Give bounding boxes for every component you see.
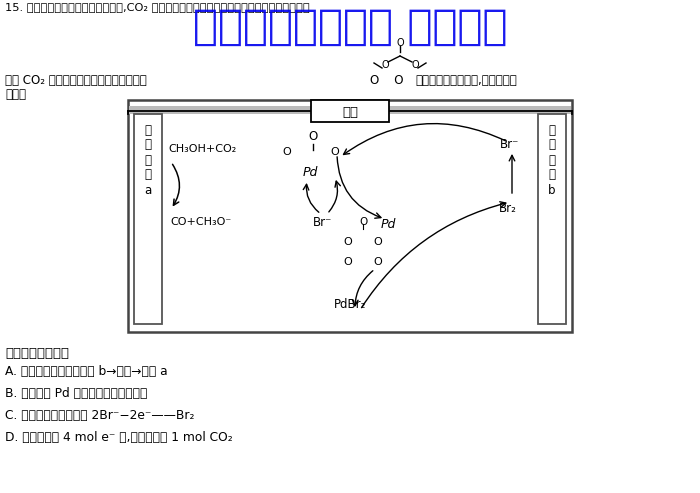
Text: O    O: O O — [370, 74, 403, 87]
Text: C. 阳极上的电极反应为 2Br⁻−2e⁻——Br₂: C. 阳极上的电极反应为 2Br⁻−2e⁻——Br₂ — [5, 409, 195, 422]
Text: O: O — [374, 237, 382, 247]
Text: Pd: Pd — [302, 166, 318, 178]
Text: O: O — [344, 237, 352, 247]
Text: D. 电路中转移 4 mol e⁻ 时,理论上消耗 1 mol CO₂: D. 电路中转移 4 mol e⁻ 时,理论上消耗 1 mol CO₂ — [5, 431, 232, 444]
Text: A. 工作时电子流向：电极 b→电源→电极 a: A. 工作时电子流向：电极 b→电源→电极 a — [5, 365, 167, 378]
Bar — [129, 106, 571, 114]
Text: O: O — [359, 217, 367, 227]
Text: 微信公众号关注： 趣找答案: 微信公众号关注： 趣找答案 — [193, 6, 508, 48]
Bar — [128, 100, 572, 332]
Text: 电源: 电源 — [342, 106, 358, 118]
Text: 极: 极 — [549, 169, 556, 181]
Text: Br₂: Br₂ — [499, 203, 517, 215]
Text: O: O — [309, 131, 318, 143]
Text: 所示。: 所示。 — [5, 88, 26, 101]
Text: CH₃OH+CO₂: CH₃OH+CO₂ — [168, 144, 237, 154]
Text: b: b — [548, 183, 556, 197]
Text: 电: 电 — [549, 153, 556, 167]
Bar — [538, 114, 566, 324]
Text: O: O — [283, 147, 291, 157]
Text: PdBr₂: PdBr₂ — [334, 297, 366, 311]
Text: Br⁻: Br⁻ — [314, 215, 332, 228]
Text: O: O — [344, 257, 352, 267]
Text: 下列说法错误的是: 下列说法错误的是 — [5, 347, 69, 360]
Text: 偒: 偒 — [549, 124, 556, 137]
Text: O: O — [411, 60, 419, 70]
Text: 化: 化 — [144, 139, 151, 151]
Text: 化: 化 — [549, 139, 556, 151]
Text: CO+CH₃O⁻: CO+CH₃O⁻ — [170, 217, 231, 227]
Text: ）的电化学解决方案,其原理如图: ）的电化学解决方案,其原理如图 — [415, 74, 517, 87]
Text: 电: 电 — [144, 153, 151, 167]
Text: O: O — [396, 38, 404, 48]
Text: Pd: Pd — [380, 217, 395, 231]
Text: 15. 为实现「碳达峰」和「碳中和」,CO₂ 的综合利用成为研究的热点。最近科学家提出在室温: 15. 为实现「碳达峰」和「碳中和」,CO₂ 的综合利用成为研究的热点。最近科学… — [5, 2, 309, 12]
Text: O: O — [374, 257, 382, 267]
Text: a: a — [144, 183, 152, 197]
Text: O: O — [382, 60, 388, 70]
Text: 偒: 偒 — [144, 124, 151, 137]
Bar — [311, 100, 389, 122]
Text: 极: 极 — [144, 169, 151, 181]
Text: B. 在反应中 Pd 可以降低反应的活化能: B. 在反应中 Pd 可以降低反应的活化能 — [5, 387, 148, 400]
Text: O: O — [330, 147, 340, 157]
Bar — [134, 114, 162, 324]
Text: Br⁻: Br⁻ — [500, 138, 519, 150]
Text: 下以 CO₂ 和甲醇为原料合成碳酸二甲酯（: 下以 CO₂ 和甲醇为原料合成碳酸二甲酯（ — [5, 74, 147, 87]
